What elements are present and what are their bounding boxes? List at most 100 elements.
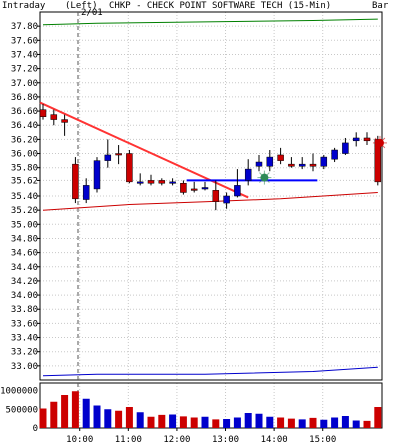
volume-bar — [82, 398, 90, 428]
candle-body — [244, 168, 252, 181]
volume-bar — [104, 409, 112, 428]
candle-body — [363, 137, 371, 142]
candle-body — [126, 153, 133, 183]
sell-signal-marker — [372, 135, 387, 150]
buy-signal-marker — [257, 170, 272, 185]
y-tick-label: 37.60 — [11, 36, 38, 46]
volume-bar — [298, 419, 306, 428]
volume-bar — [71, 391, 79, 428]
candle-body — [342, 142, 349, 154]
volume-bar — [201, 416, 209, 428]
candle-body — [39, 109, 47, 117]
volume-bar — [136, 412, 144, 428]
axes-layer: 37.80 37.60 37.40 37.20 37.00 36.80 36.60 36.40… — [0, 11, 383, 445]
y-tick-label: 33.40 — [11, 334, 38, 344]
candle-body — [72, 163, 79, 200]
volume-bar — [50, 401, 58, 428]
y-tick-label: 36.20 — [11, 135, 38, 145]
candle-body — [309, 163, 317, 167]
candle-body — [266, 156, 274, 167]
candle-body — [212, 190, 220, 202]
chart-title: CHKP - CHECK POINT SOFTWARE TECH (15-Min… — [109, 1, 332, 11]
grid-layer — [40, 12, 382, 428]
style-label[interactable]: Bar — [372, 1, 389, 11]
volume-bar — [352, 420, 360, 428]
y-tick-label: 36.40 — [11, 121, 38, 131]
y-tick-label: 37.80 — [11, 22, 38, 32]
y-tick-label: 34.00 — [11, 291, 38, 301]
buy-signal-marker-ray — [259, 172, 270, 183]
candle-body — [320, 156, 328, 167]
candle-body — [115, 153, 122, 156]
y-tick-label: 35.62 — [11, 176, 38, 186]
y-tick-label: 34.20 — [11, 277, 38, 287]
candle-body — [104, 154, 112, 161]
candle-body — [93, 160, 101, 190]
candles-layer — [39, 104, 382, 211]
downtrend-line — [39, 101, 249, 199]
y-tick-label: 34.80 — [11, 234, 38, 244]
y-tick-label: 35.80 — [11, 164, 38, 174]
y-tick-label: 37.00 — [11, 79, 38, 89]
volume-bar — [255, 413, 263, 428]
volume-bar — [169, 414, 177, 428]
volume-bar — [341, 416, 349, 428]
candle-body — [298, 163, 306, 167]
volume-bar — [147, 416, 155, 428]
candle-body — [352, 137, 360, 142]
volume-bar — [331, 417, 339, 428]
volume-bar — [179, 416, 187, 428]
volume-bar — [212, 419, 220, 428]
candle-body — [50, 114, 58, 120]
candle-body — [255, 161, 263, 167]
candle-body — [61, 119, 68, 123]
candle-body — [288, 163, 295, 167]
candle-body — [223, 195, 230, 204]
volume-bar — [320, 419, 328, 428]
interval-label: Intraday — [2, 1, 46, 11]
volume-bar — [244, 413, 252, 428]
volume-bar — [93, 405, 101, 428]
overlay-layer — [39, 12, 378, 428]
x-tick-label: 13:00 — [212, 435, 239, 445]
candle-body — [82, 185, 90, 200]
y-tick-label: 35.20 — [11, 206, 38, 216]
volume-bar — [233, 417, 241, 428]
volume-bar — [61, 395, 69, 428]
y-tick-label: 36.60 — [11, 107, 38, 117]
markers-layer — [257, 135, 387, 185]
chart-header: Intraday (Left) CHKP - CHECK POINT SOFTW… — [0, 0, 400, 12]
y-tick-label: 37.40 — [11, 50, 38, 60]
candle-body — [374, 139, 382, 183]
volume-plot-frame — [39, 382, 383, 429]
x-tick-label: 11:00 — [115, 435, 142, 445]
volume-bar — [39, 408, 47, 428]
volume-tick-label: 500000 — [5, 405, 38, 415]
y-tick-label: 34.40 — [11, 263, 38, 273]
y-tick-label: 33.20 — [11, 348, 38, 358]
lower-band-line — [42, 366, 378, 377]
y-tick-label: 34.60 — [11, 249, 38, 259]
candle-body — [158, 180, 166, 184]
volume-bar — [223, 419, 231, 428]
candle-body — [180, 183, 187, 193]
candle-body — [147, 180, 155, 184]
upper-band-line — [42, 18, 378, 26]
x-tick-label: 14:00 — [261, 435, 288, 445]
volume-bar — [374, 407, 382, 428]
candle-body — [169, 181, 176, 184]
x-tick-label: 15:00 — [309, 435, 336, 445]
y-tick-label: 35.40 — [11, 192, 38, 202]
x-tick-label: 10:00 — [66, 435, 93, 445]
y-tick-label: 33.00 — [11, 362, 38, 372]
y-tick-label: 36.00 — [11, 150, 38, 160]
scale-label: (Left) — [65, 1, 98, 11]
candle-body — [277, 154, 284, 161]
x-tick-label: 12:00 — [163, 435, 190, 445]
candle-body — [136, 181, 144, 184]
volume-bar — [309, 417, 317, 428]
volume-bar — [158, 414, 166, 428]
candle-body — [234, 185, 241, 197]
volume-bar — [287, 418, 295, 428]
